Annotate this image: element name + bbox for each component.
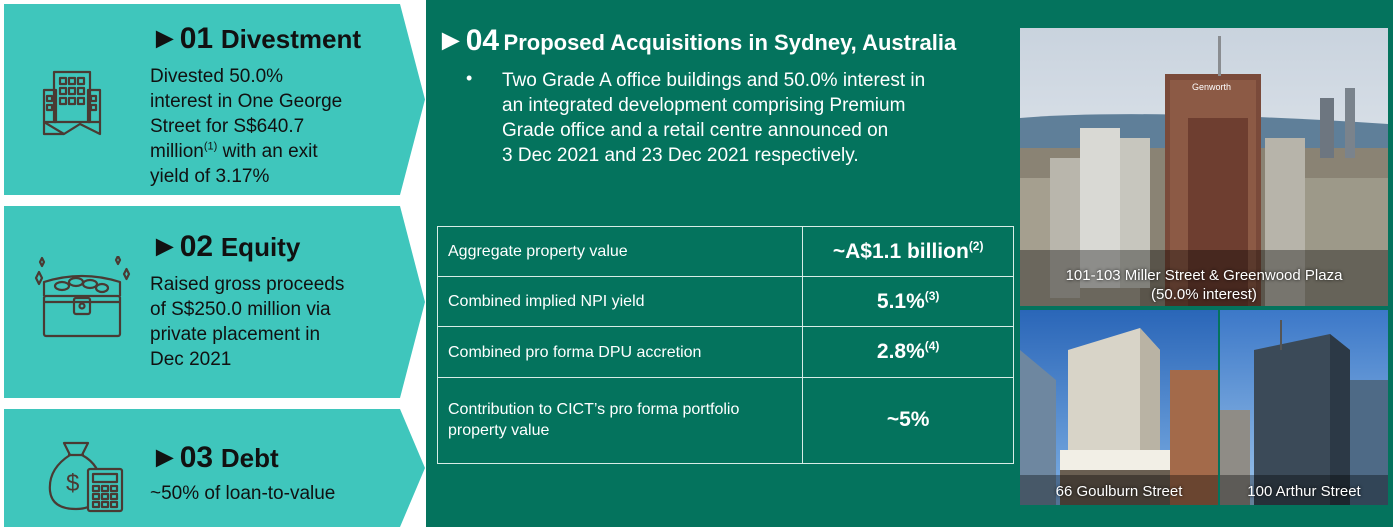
bullet-line: Two Grade A office buildings and 50.0% i… (502, 70, 926, 91)
metric-value-text: ~5% (886, 408, 930, 432)
footnote-ref: (3) (924, 288, 940, 303)
metric-value-text: ~A$1.1 billion (832, 239, 969, 263)
caption-line: (50.0% interest) (1151, 286, 1257, 303)
divestment-text: Divested 50.0% interest in One George St… (150, 64, 342, 189)
bullet-line: an integrated development comprising Pre… (502, 95, 906, 116)
debt-text: ~50% of loan-to-value (150, 481, 335, 506)
building-image (1220, 310, 1388, 505)
divestment-line: million(1) with an exit (150, 139, 342, 164)
divestment-title: Divestment (220, 24, 361, 54)
equity-heading: ►02 Equity (150, 230, 300, 264)
building-icon (42, 70, 102, 136)
city-skyline-image: Genworth (1020, 28, 1388, 306)
divestment-line: Street for S$640.7 (150, 116, 305, 137)
metric-value: ~5% (802, 376, 1014, 465)
debt-title: Debt (220, 443, 279, 473)
bullet-line: 3 Dec 2021 and 23 Dec 2021 respectively. (502, 145, 859, 166)
equity-line: Dec 2021 (150, 349, 232, 370)
divestment-panel: ►01 Divestment Divested 50.0% interest i… (4, 4, 425, 195)
metric-label: Combined pro forma DPU accretion (436, 326, 804, 378)
divestment-number: ►01 (150, 22, 214, 55)
debt-number: ►03 (150, 441, 214, 474)
equity-line: Raised gross proceeds (150, 274, 345, 295)
metric-value: 2.8%(4) (802, 326, 1014, 378)
divestment-line4-main: million (150, 141, 204, 162)
equity-text: Raised gross proceeds of S$250.0 million… (150, 272, 344, 372)
photo-caption-arthur: 100 Arthur Street (1247, 483, 1361, 500)
metric-value: ~A$1.1 billion(2) (802, 225, 1014, 278)
divestment-line: yield of 3.17% (150, 166, 270, 187)
money-bag-calculator-icon: $ (48, 441, 124, 513)
divestment-line: interest in One George (150, 91, 343, 112)
metrics-table: Aggregate property value ~A$1.1 billion(… (436, 225, 1014, 465)
metric-label: Contribution to CICT’s pro forma portfol… (436, 376, 804, 465)
table-row: Combined pro forma DPU accretion 2.8%(4) (436, 326, 1014, 378)
acquisitions-number: ►04 (436, 24, 500, 57)
debt-line: ~50% of loan-to-value (150, 483, 336, 504)
photo-arthur-street: 100 Arthur Street (1220, 310, 1388, 505)
metric-value: 5.1%(3) (802, 276, 1014, 328)
footnote-ref: (1) (203, 140, 218, 153)
genworth-sign: Genworth (1192, 82, 1231, 92)
debt-panel: $ ►03 Debt ~50% of loan-to-value (4, 409, 425, 527)
acquisitions-title: Proposed Acquisitions in Sydney, Austral… (503, 30, 957, 55)
footnote-ref: (4) (924, 339, 940, 353)
equity-panel: ►02 Equity Raised gross proceeds of S$25… (4, 206, 425, 398)
divestment-line4-rest: with an exit (217, 141, 318, 162)
photo-caption-miller: 101-103 Miller Street & Greenwood Plaza … (1020, 266, 1388, 304)
bullet-line: Grade office and a retail centre announc… (502, 120, 889, 141)
photo-miller-street: Genworth 101-103 Miller Street & Greenwo… (1020, 28, 1388, 306)
equity-line: of S$250.0 million via (150, 299, 331, 320)
acquisitions-heading: ►04 Proposed Acquisitions in Sydney, Aus… (436, 24, 956, 58)
table-row: Combined implied NPI yield 5.1%(3) (436, 276, 1014, 328)
photo-caption-goulburn: 66 Goulburn Street (1055, 483, 1183, 500)
acquisitions-bullet-text: Two Grade A office buildings and 50.0% i… (502, 68, 1002, 168)
building-image (1020, 310, 1218, 505)
table-row: Contribution to CICT’s pro forma portfol… (436, 376, 1014, 465)
equity-number: ►02 (150, 230, 214, 263)
divestment-heading: ►01 Divestment (150, 22, 361, 56)
equity-line: private placement in (150, 324, 321, 345)
svg-text:$: $ (66, 470, 79, 497)
footnote-ref: (2) (968, 238, 984, 253)
photo-goulburn-street: 66 Goulburn Street (1020, 310, 1218, 505)
table-row: Aggregate property value ~A$1.1 billion(… (436, 225, 1014, 278)
debt-heading: ►03 Debt (150, 441, 279, 475)
bullet-icon: • (466, 68, 473, 88)
metric-label: Combined implied NPI yield (436, 276, 804, 328)
treasure-chest-icon (34, 256, 131, 338)
acquisitions-panel: ►04 Proposed Acquisitions in Sydney, Aus… (426, 0, 1393, 527)
metric-label: Aggregate property value (436, 225, 804, 278)
metric-value-text: 5.1% (876, 289, 925, 313)
caption-line: 101-103 Miller Street & Greenwood Plaza (1065, 267, 1343, 284)
metric-value-text: 2.8% (876, 340, 925, 363)
equity-title: Equity (220, 232, 301, 262)
divestment-line: Divested 50.0% (150, 66, 284, 87)
